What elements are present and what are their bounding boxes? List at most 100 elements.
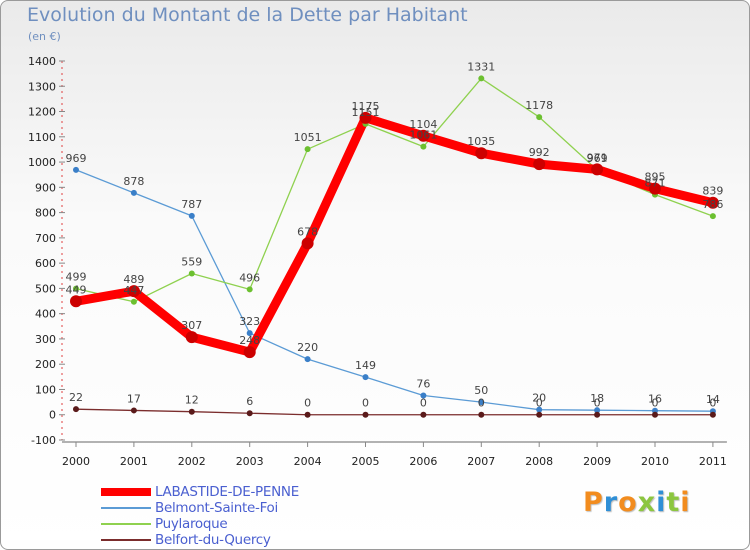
data-label-belfort-du-quercy: 0 [420,397,427,410]
data-point-belmont-sainte-foi [130,189,137,196]
y-tick-label: 800 [35,207,56,220]
data-point-belmont-sainte-foi [478,399,485,406]
data-point-labastide-de-penne [475,147,488,160]
data-label-puylaroque: 559 [181,255,202,268]
series-line-puylaroque [75,77,714,303]
data-point-belmont-sainte-foi [304,356,311,363]
data-point-belfort-du-quercy [420,411,427,418]
chart-subtitle: (en €) [28,30,61,43]
series-line-labastide-de-penne [71,113,718,357]
data-label-belfort-du-quercy: 0 [478,397,485,410]
data-label-labastide-de-penne: 895 [645,171,666,184]
data-point-labastide-de-penne [706,196,719,209]
data-point-belmont-sainte-foi [73,166,79,173]
data-label-belfort-du-quercy: 0 [304,397,311,410]
logo-letter: P [583,487,604,518]
data-point-puylaroque [188,270,195,277]
data-point-belmont-sainte-foi [246,330,253,337]
data-point-labastide-de-penne [359,111,372,124]
x-tick-label: 2010 [641,455,669,468]
data-label-labastide-de-penne: 489 [123,273,144,286]
data-label-belmont-sainte-foi: 76 [416,378,430,391]
data-label-belfort-du-quercy: 0 [362,397,369,410]
y-tick-label: 1200 [28,106,56,119]
data-label-puylaroque: 499 [66,271,87,284]
chart-lines [71,77,718,416]
data-label-labastide-de-penne: 1035 [467,135,495,148]
data-label-belfort-du-quercy: 0 [652,397,659,410]
legend-swatch [101,539,151,541]
data-label-labastide-de-penne: 449 [66,283,87,296]
data-point-belfort-du-quercy [362,411,369,418]
data-label-puylaroque: 1178 [525,99,553,112]
data-point-puylaroque [246,286,253,293]
data-label-belfort-du-quercy: 22 [69,391,83,404]
data-label-belmont-sainte-foi: 323 [239,315,260,328]
data-point-puylaroque [73,285,79,292]
data-label-belfort-du-quercy: 17 [127,392,141,405]
data-point-labastide-de-penne [301,237,314,250]
data-label-belmont-sainte-foi: 149 [355,359,376,372]
chart-axes: -100010020030040050060070080090010001100… [28,55,727,468]
series-line-belfort-du-quercy [75,408,714,416]
x-tick-label: 2009 [583,455,611,468]
x-tick-label: 2011 [699,455,727,468]
x-tick-label: 2005 [352,455,380,468]
legend-swatch [101,507,151,509]
data-label-belmont-sainte-foi: 787 [181,198,202,211]
data-label-labastide-de-penne: 1175 [352,100,380,113]
data-point-labastide-de-penne [70,295,82,308]
x-tick-label: 2008 [525,455,553,468]
y-tick-label: 400 [35,308,56,321]
legend-label: Puylaroque [155,516,228,532]
logo-letter: o [618,487,638,518]
data-label-puylaroque: 969 [587,152,608,165]
data-point-belfort-du-quercy [652,411,658,418]
data-label-belmont-sainte-foi: 20 [532,392,546,405]
data-point-belfort-du-quercy [304,411,311,418]
logo-letter: i [680,487,691,518]
data-label-labastide-de-penne: 971 [587,151,608,164]
data-label-belmont-sainte-foi: 220 [297,341,318,354]
data-point-labastide-de-penne [243,346,256,359]
data-label-belfort-du-quercy: 6 [246,395,253,408]
y-tick-label: 600 [35,257,56,270]
legend-swatch [101,488,151,496]
legend-label: Belmont-Sainte-Foi [155,500,278,516]
data-label-puylaroque: 1061 [409,129,437,142]
x-tick-label: 2006 [409,455,437,468]
series-line-belmont-sainte-foi [75,169,714,412]
data-label-belfort-du-quercy: 12 [185,394,199,407]
chart-title: Evolution du Montant de la Dette par Hab… [27,4,468,26]
data-point-belfort-du-quercy [188,408,195,415]
y-tick-label: 900 [35,181,56,194]
data-label-belfort-du-quercy: 0 [709,397,716,410]
data-point-puylaroque [709,213,716,220]
y-tick-label: 1100 [28,131,56,144]
y-tick-label: 700 [35,232,56,245]
data-label-belmont-sainte-foi: 18 [590,392,604,405]
data-point-belfort-du-quercy [594,411,601,418]
x-tick-label: 2003 [236,455,264,468]
y-tick-label: 200 [35,358,56,371]
y-tick-label: 1300 [28,80,56,93]
data-label-puylaroque: 1051 [294,131,322,144]
legend-label: LABASTIDE-DE-PENNE [155,484,299,500]
data-label-puylaroque: 871 [645,177,666,190]
logo-letter: i [656,487,667,518]
data-point-puylaroque [420,143,427,150]
data-point-labastide-de-penne [185,331,198,344]
proxiti-logo: Proxiti [583,487,691,518]
data-label-puylaroque: 496 [239,271,260,284]
data-point-belfort-du-quercy [709,411,716,418]
data-point-belmont-sainte-foi [362,374,369,381]
data-label-belmont-sainte-foi: 50 [474,384,488,397]
y-tick-label: 1400 [28,55,56,68]
x-tick-label: 2000 [62,455,90,468]
logo-letter: t [666,487,681,518]
data-label-labastide-de-penne: 839 [702,185,723,198]
data-label-labastide-de-penne: 307 [181,319,202,332]
data-point-labastide-de-penne [591,163,604,176]
